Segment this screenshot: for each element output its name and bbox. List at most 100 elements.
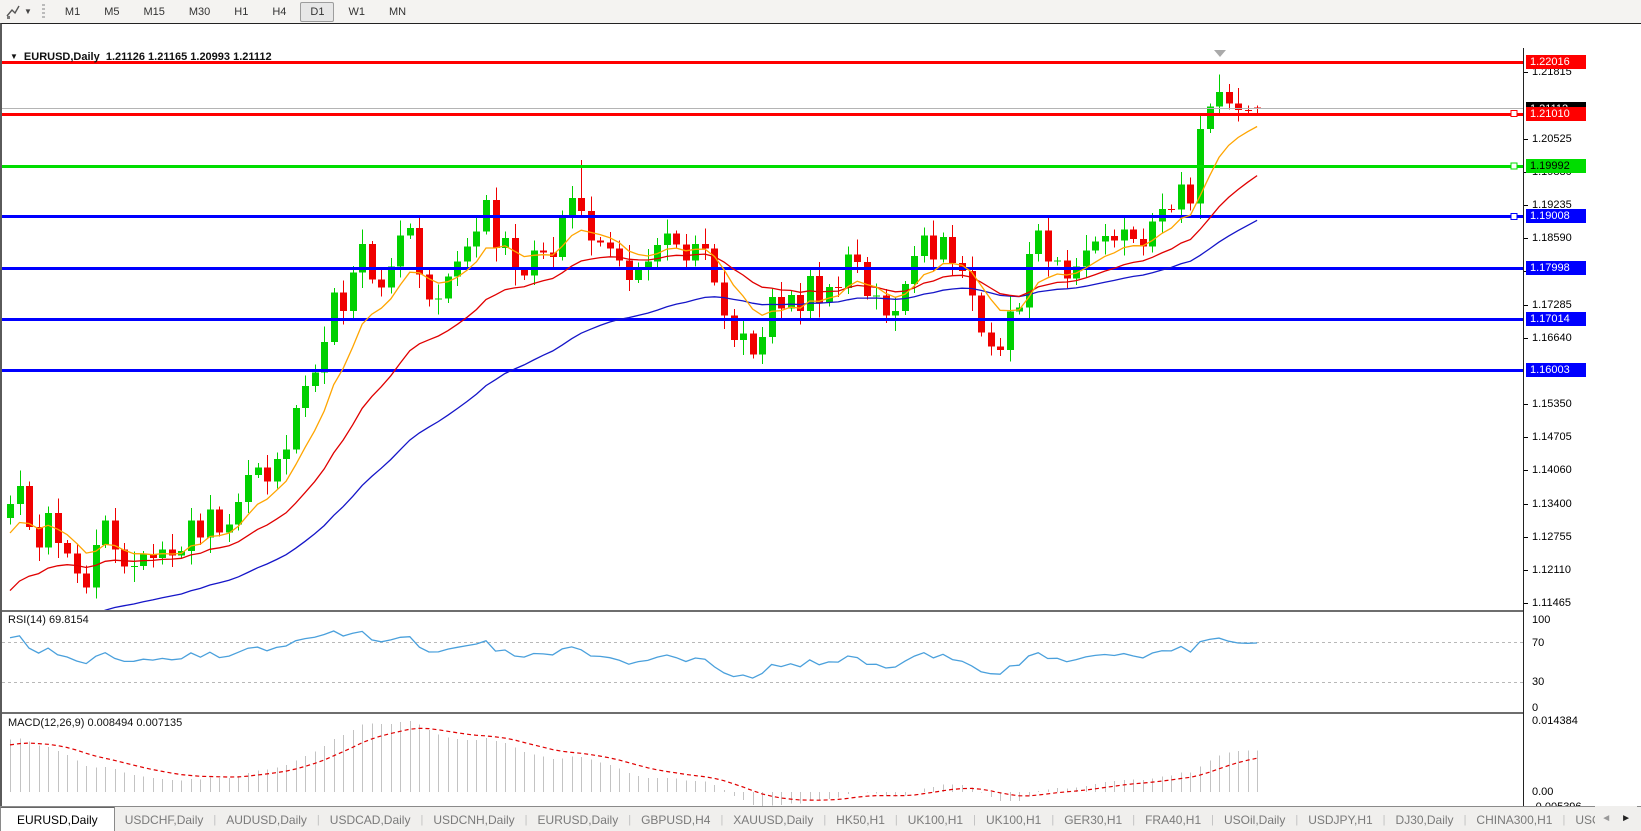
line-selection-handle[interactable] (1510, 110, 1518, 118)
candle-body (416, 227, 423, 275)
timeframe-button-d1[interactable]: D1 (300, 1, 335, 22)
chart-tab-uk100-h1[interactable]: UK100,H1 (985, 812, 1042, 827)
chart-tab-ger30-h1[interactable]: GER30,H1 (1064, 812, 1123, 827)
chart-tab-eurusd-daily[interactable]: EURUSD,Daily (537, 812, 619, 827)
chart-tab-fra40-h1[interactable]: FRA40,H1 (1145, 812, 1202, 827)
rsi-indicator-panel[interactable] (2, 613, 1523, 712)
candle-body (1092, 241, 1099, 251)
chart-tab-uk100-h1[interactable]: UK100,H1 (907, 812, 964, 827)
chart-tab-gbpusd-h4[interactable]: GBPUSD,H4 (641, 812, 711, 827)
candle (1130, 226, 1137, 243)
chart-tab-xauusd-daily[interactable]: XAUUSD,Daily (733, 812, 814, 827)
tab-separator: | (1295, 813, 1299, 826)
line-selection-handle[interactable] (1510, 212, 1518, 220)
tab-separator: | (524, 813, 528, 826)
candle-body (911, 256, 918, 284)
chart-tool-icon[interactable]: ▼ (5, 4, 32, 20)
candle-body (740, 333, 747, 340)
candle (64, 539, 71, 558)
axis-tick-mark (1524, 304, 1528, 306)
panel-separator[interactable] (2, 712, 1641, 714)
candle (1035, 223, 1042, 262)
chart-tab-usdjpy-h1[interactable]: USDJPY,H1 (1308, 812, 1373, 827)
candle-body (302, 385, 309, 408)
candle (331, 287, 338, 345)
tab-scroll-left-icon[interactable]: ◄ (1601, 813, 1612, 824)
price-tick-label: 1.14705 (1532, 430, 1572, 443)
candle-body (1226, 92, 1233, 104)
timeframe-button-m30[interactable]: M30 (188, 5, 211, 18)
candle-body (112, 520, 119, 550)
candle-body (930, 235, 937, 260)
candle-body (64, 542, 71, 554)
candle (321, 326, 328, 384)
timeframe-button-m1[interactable]: M1 (64, 5, 81, 18)
chart-tab-audusd-daily[interactable]: AUDUSD,Daily (226, 812, 307, 827)
panel-separator[interactable] (2, 610, 1641, 612)
candle-body (274, 459, 281, 482)
line-selection-handle[interactable] (1510, 162, 1518, 170)
candle (1235, 87, 1242, 122)
chart-tab-dj30-daily[interactable]: DJ30,Daily (1395, 812, 1454, 827)
axis-tick-mark (1524, 138, 1528, 140)
timeframe-button-h4[interactable]: H4 (272, 5, 287, 18)
hline-price-label: 1.17998 (1526, 261, 1586, 276)
timeframe-button-h1[interactable]: H1 (234, 5, 249, 18)
candle (788, 290, 795, 312)
candle-body (226, 524, 233, 533)
candle (1178, 172, 1185, 223)
price-axis[interactable]: 1.218151.205251.198801.192351.185901.179… (1524, 48, 1641, 814)
candle (255, 462, 262, 479)
candle (388, 258, 395, 294)
candle-body (1216, 92, 1223, 107)
chart-tab-eurusd-daily[interactable]: EURUSD,Daily (0, 807, 115, 831)
candle (416, 215, 423, 288)
candle (445, 273, 452, 303)
one-click-trading-arrow-icon[interactable]: ▼ (10, 52, 18, 61)
candle (350, 265, 357, 319)
ma-mid-line (9, 175, 1258, 592)
macd-indicator-panel[interactable] (2, 715, 1523, 813)
candle (769, 289, 776, 344)
axis-tick-mark (1524, 570, 1528, 571)
timeframe-button-m5[interactable]: M5 (104, 5, 120, 18)
candle (264, 455, 271, 495)
candle (131, 551, 138, 582)
rsi-label: RSI(14) 69.8154 (8, 614, 89, 626)
candle-body (493, 199, 500, 248)
chart-tab-china300-h1[interactable]: CHINA300,H1 (1476, 812, 1553, 827)
chart-tab-usdchf-daily[interactable]: USDCHF,Daily (124, 812, 204, 827)
main-price-chart[interactable] (2, 48, 1523, 610)
tab-scroll-right-icon[interactable]: ► (1621, 813, 1631, 824)
candle-body (873, 295, 880, 297)
axis-tick-mark (1524, 436, 1528, 438)
candle (369, 240, 376, 284)
candle-body (626, 260, 633, 280)
candle-body (892, 311, 899, 316)
price-axis-divider (1523, 48, 1524, 814)
timeframe-button-mn[interactable]: MN (388, 5, 407, 18)
chart-shift-marker-icon[interactable] (1214, 50, 1226, 57)
chart-window[interactable]: ▼ EURUSD,Daily 1.21126 1.21165 1.20993 1.… (0, 23, 1641, 830)
candle (502, 231, 509, 256)
toolbar-grip[interactable] (41, 3, 45, 20)
candle-body (74, 553, 81, 574)
candle-body (569, 198, 576, 216)
candle-body (759, 337, 766, 355)
timeframe-button-w1[interactable]: W1 (348, 5, 365, 18)
timeframe-button-m15[interactable]: M15 (143, 5, 165, 18)
candle (197, 513, 204, 545)
chart-tab-usdcad-daily[interactable]: USDCAD,Daily (329, 812, 411, 827)
candle (988, 322, 995, 356)
chart-tab-usdcnh-daily[interactable]: USDCNH,Daily (433, 812, 515, 827)
candle-body (597, 240, 604, 243)
dropdown-caret-icon[interactable]: ▼ (24, 7, 32, 16)
candle-body (264, 467, 271, 482)
chart-tab-hk50-h1[interactable]: HK50,H1 (836, 812, 885, 827)
candle-body (949, 237, 956, 263)
candle-body (502, 238, 509, 248)
tab-separator: | (213, 813, 217, 826)
candle (635, 262, 642, 283)
candle-body (673, 233, 680, 245)
chart-tab-usoil-daily[interactable]: USOil,Daily (1223, 812, 1286, 827)
